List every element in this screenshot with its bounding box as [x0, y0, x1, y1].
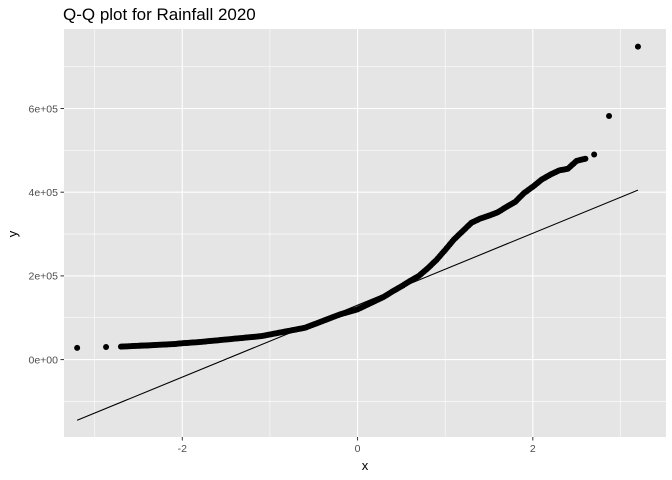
- y-tick-label: 4e+05: [29, 187, 59, 199]
- reference-line: [76, 189, 639, 421]
- qq-point: [580, 156, 587, 163]
- y-tick-label: 0e+00: [29, 354, 59, 366]
- qq-point: [74, 344, 81, 351]
- qq-point: [606, 113, 613, 120]
- plot-panel: [64, 29, 666, 437]
- sample-points: [74, 43, 641, 351]
- qq-point: [591, 151, 598, 158]
- x-tick-label: 0: [355, 443, 361, 455]
- qq-point: [103, 344, 110, 351]
- x-axis-ticks: -2 0 2: [178, 437, 536, 455]
- qq-point: [634, 43, 641, 50]
- x-tick-label: 2: [530, 443, 536, 455]
- y-tick-label: 6e+05: [29, 103, 59, 115]
- x-tick-label: -2: [178, 443, 187, 455]
- x-axis-title: x: [362, 458, 369, 473]
- y-axis-title: y: [5, 230, 20, 237]
- y-axis-ticks: 0e+00 2e+05 4e+05 6e+05: [29, 103, 64, 366]
- major-gridlines: [64, 29, 666, 437]
- chart-title: Q-Q plot for Rainfall 2020: [63, 5, 256, 24]
- y-tick-label: 2e+05: [29, 271, 59, 283]
- minor-gridlines: [64, 29, 666, 437]
